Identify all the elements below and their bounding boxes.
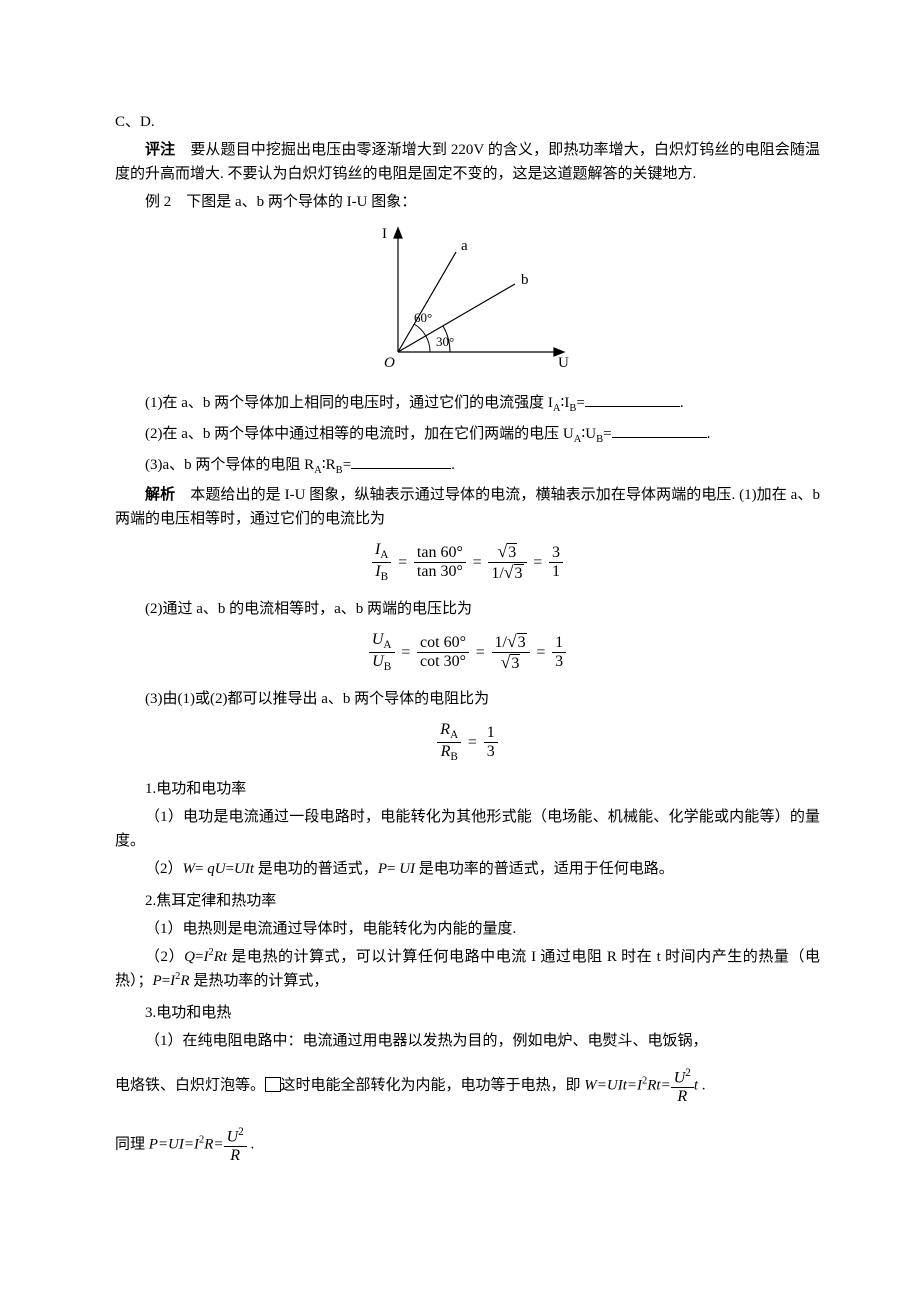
section-1-p1: （1）电功是电流通过一段电路时，电能转化为其他形式能（电场能、机械能、化学能或内… (115, 805, 820, 853)
section-3-head: 3.电功和电热 (115, 1001, 820, 1025)
svg-text:b: b (521, 272, 529, 288)
example2-intro: 例 2 下图是 a、b 两个导体的 I-U 图象： (115, 190, 820, 214)
analysis-label: 解析 (145, 487, 175, 503)
answer-letters: C、D. (115, 110, 820, 134)
page: C、D. 评注 要从题目中挖掘出电压由零逐渐增大到 220V 的含义，即热功率增… (0, 0, 920, 1302)
svg-text:30°: 30° (436, 334, 454, 349)
blank-2 (612, 422, 707, 438)
formula-1: IA IB = tan 60° tan 30° = √3 1/√3 = 3 1 (115, 541, 820, 583)
iu-graph-svg: I U O a b 60° 30° (348, 222, 588, 377)
svg-text:I: I (382, 226, 387, 242)
blank-3 (351, 453, 451, 469)
question-2: (2)在 a、b 两个导体中通过相等的电流时，加在它们两端的电压 UA∶UB=. (115, 422, 820, 449)
formula-2: UA UB = cot 60° cot 30° = 1/√3 √3 = 1 3 (115, 631, 820, 673)
section-2-p1: （1）电热则是电流通过导体时，电能转化为内能的量度. (115, 917, 820, 941)
question-3: (3)a、b 两个导体的电阻 RA∶RB=. (115, 453, 820, 480)
blank-1 (585, 391, 680, 407)
svg-text:a: a (461, 238, 468, 254)
box-icon (265, 1077, 281, 1093)
part2-intro: (2)通过 a、b 的电流相等时，a、b 两端的电压比为 (115, 597, 820, 621)
section-3-eqline2: 同理 P=UI=I2R=U2R . (115, 1126, 820, 1165)
analysis-text: 本题给出的是 I-U 图象，纵轴表示通过导体的电流，横轴表示加在导体两端的电压.… (115, 487, 820, 527)
section-1-p2: （2）W= qU=UIt 是电功的普适式，P= UI 是电功率的普适式，适用于任… (115, 857, 820, 881)
question-1: (1)在 a、b 两个导体加上相同的电压时，通过它们的电流强度 IA∶IB=. (115, 391, 820, 418)
part3-intro: (3)由(1)或(2)都可以推导出 a、b 两个导体的电阻比为 (115, 687, 820, 711)
commentary-text: 要从题目中挖掘出电压由零逐渐增大到 220V 的含义，即热功率增大，白炽灯钨丝的… (115, 142, 820, 182)
section-2-p2: （2）Q=I2Rt 是电热的计算式，可以计算任何电路中电流 I 通过电阻 R 时… (115, 945, 820, 993)
iu-graph-figure: I U O a b 60° 30° (115, 222, 820, 385)
svg-text:O: O (384, 355, 395, 371)
svg-text:U: U (558, 355, 569, 371)
analysis: 解析 本题给出的是 I-U 图象，纵轴表示通过导体的电流，横轴表示加在导体两端的… (115, 483, 820, 531)
commentary-label: 评注 (145, 142, 175, 158)
svg-text:60°: 60° (414, 310, 432, 325)
section-3-eqline1: 电烙铁、白炽灯泡等。这时电能全部转化为内能，电功等于电热，即 W=UIt=I2R… (115, 1067, 820, 1106)
commentary: 评注 要从题目中挖掘出电压由零逐渐增大到 220V 的含义，即热功率增大，白炽灯… (115, 138, 820, 186)
section-3-p1a: （1）在纯电阻电路中：电流通过用电器以发热为目的，例如电炉、电熨斗、电饭锅， (115, 1029, 820, 1053)
section-1-head: 1.电功和电功率 (115, 777, 820, 801)
formula-3: RA RB = 1 3 (115, 721, 820, 763)
section-2-head: 2.焦耳定律和热功率 (115, 889, 820, 913)
